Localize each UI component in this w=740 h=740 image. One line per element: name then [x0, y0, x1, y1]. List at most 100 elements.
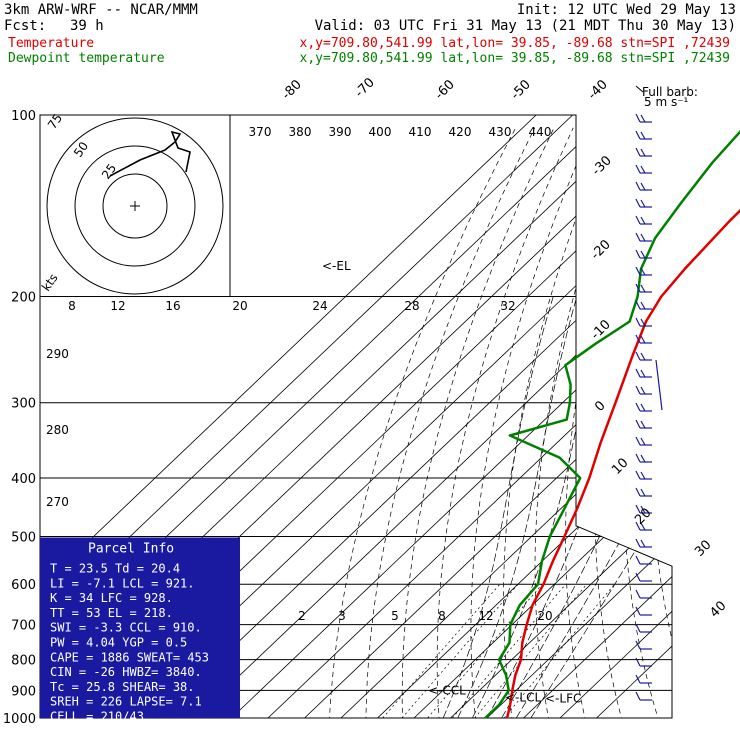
wind-barb [635, 317, 641, 327]
hodograph-ring [74, 145, 196, 267]
isotherm-label: 40 [707, 599, 729, 621]
pressure-tick-label: 300 [11, 397, 36, 412]
isotherm-label: -70 [352, 75, 378, 101]
parcel-info-panel: Parcel Info T = 23.5 Td = 20.4LI = -7.1 L… [40, 537, 240, 723]
pressure-tick-label: 800 [11, 654, 36, 669]
isotherm-label: 10 [609, 456, 631, 478]
wind-barb [635, 181, 641, 191]
isotherm-label: -80 [279, 77, 305, 103]
barb-key-line1: Full barb: [642, 85, 698, 99]
wind-barb [635, 402, 641, 412]
wind-barb [635, 521, 641, 531]
hodograph-trace [109, 130, 191, 177]
wind-barb [635, 538, 641, 548]
mixing-ratio-label: 12 [478, 609, 493, 623]
mixing-ratio-label: 20 [537, 609, 552, 623]
dry-adiabat-label: 270 [46, 495, 69, 509]
temperature-location: x,y=709.80,541.99 lat,lon= 39.85, -89.68… [300, 36, 730, 51]
theta-label: 380 [289, 125, 312, 139]
isotherm-line [486, 115, 672, 718]
wind-barb [640, 114, 646, 123]
wind-barb [640, 216, 646, 225]
pressure-tick-label: 200 [11, 291, 36, 306]
parcel-panel-row: CAPE = 1886 SWEAT= 453 [50, 650, 209, 664]
isotherm-line [194, 115, 672, 718]
wind-barb [635, 470, 641, 480]
mixing-ratio-label: 5 [391, 609, 399, 623]
isotherm-label: 20 [632, 506, 654, 528]
wind-barb [640, 454, 646, 463]
wind-barb [640, 471, 646, 480]
wind-barb [635, 606, 641, 616]
wind-barb [640, 165, 646, 174]
wind-barb [635, 232, 641, 242]
model-title: 3km ARW-WRF -- NCAR/MMM [4, 2, 198, 18]
dry-adiabat-label: 280 [46, 423, 69, 437]
hodograph-speed-label: 8 [68, 299, 76, 313]
moist-adiabat-line [515, 296, 672, 718]
moist-adiabat-line [457, 296, 578, 718]
parcel-panel-title: Parcel Info [88, 541, 174, 556]
isotherm-line [40, 115, 537, 718]
wind-barb [640, 233, 646, 242]
isotherm-line [231, 115, 672, 718]
wind-barb [640, 318, 646, 327]
dry-adiabat-line [436, 127, 574, 718]
moist-adiabat-line [530, 296, 672, 718]
hodograph-speed-label: 24 [312, 299, 327, 313]
wind-barb [640, 386, 646, 395]
pressure-tick-label: 500 [11, 530, 36, 545]
mixing-ratio-line [503, 583, 615, 718]
parcel-panel-row: CELL = 210/43 [50, 709, 144, 723]
pressure-tick-label: 1000 [3, 712, 36, 727]
wind-barb [640, 148, 646, 157]
mixing-ratio-line [401, 583, 519, 718]
wind-barb [635, 283, 641, 293]
dry-adiabat-line [365, 127, 536, 718]
wind-barb [635, 674, 641, 684]
wind-barb [635, 555, 641, 565]
wind-barb [635, 453, 641, 463]
mixing-ratio-line [474, 583, 588, 718]
wind-barb [640, 539, 646, 548]
barb-key-line2: 5 m s⁻¹ [644, 95, 689, 109]
moist-adiabat-line [472, 296, 606, 718]
wind-barb [635, 215, 641, 225]
isotherm-label: -60 [432, 77, 458, 103]
wind-barb [635, 198, 641, 208]
wind-barb [635, 266, 641, 276]
dry-adiabat-line [328, 127, 517, 718]
level-label: <-CCL [428, 683, 466, 697]
hodograph-speed-label: 32 [500, 299, 515, 313]
wind-barb [640, 131, 646, 140]
theta-label: 390 [329, 125, 352, 139]
isotherm-line [559, 115, 672, 718]
dry-adiabat-line [503, 127, 612, 718]
wind-barb [640, 284, 646, 293]
mixing-ratio-line [452, 583, 566, 718]
wind-barb [640, 199, 646, 208]
parcel-panel-row: LI = -7.1 LCL = 921. [50, 576, 195, 590]
wind-barb [635, 640, 641, 650]
dry-adiabat-line [651, 127, 672, 718]
theta-label: 430 [489, 125, 512, 139]
hodograph-speed-label: 12 [110, 299, 125, 313]
hodograph-speed-label: 28 [404, 299, 419, 313]
wind-barb [640, 301, 646, 310]
sounding-series [484, 129, 740, 719]
pressure-tick-label: 700 [11, 619, 36, 634]
wind-barb [635, 334, 641, 344]
parcel-panel-row: Tc = 25.8 SHEAR= 38. [50, 680, 195, 694]
theta-label: 410 [409, 125, 432, 139]
wind-barb [635, 351, 641, 361]
isotherm-line [523, 115, 672, 718]
wind-barb [635, 164, 641, 174]
parcel-panel-bg [40, 537, 240, 718]
level-label: <-LCL [505, 691, 541, 705]
mixing-ratio-label: 3 [338, 609, 346, 623]
dry-adiabat-line [679, 128, 736, 731]
wind-barb [635, 691, 641, 701]
wind-barb [640, 182, 646, 191]
